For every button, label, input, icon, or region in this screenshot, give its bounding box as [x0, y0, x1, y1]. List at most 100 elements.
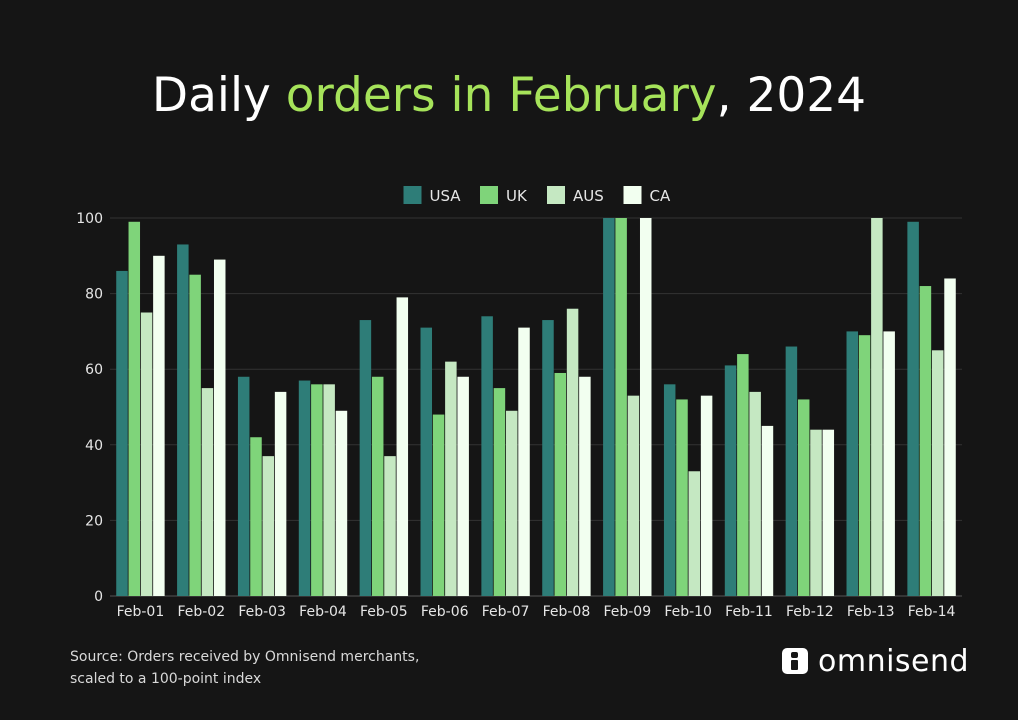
x-tick-label: Feb-13	[847, 604, 895, 620]
legend-swatch-ca	[623, 186, 642, 204]
x-tick-label: Feb-04	[299, 604, 347, 620]
bar-usa-feb-09	[603, 218, 615, 596]
bar-ca-feb-06	[457, 376, 469, 596]
bar-aus-feb-10	[688, 471, 701, 596]
bars	[116, 218, 956, 597]
bar-ca-feb-09	[639, 218, 652, 596]
bar-aus-feb-13	[871, 218, 883, 596]
y-tick-label: 40	[85, 438, 103, 454]
bar-uk-feb-04	[311, 384, 323, 596]
bar-aus-feb-01	[140, 312, 153, 596]
legend-label-aus: AUS	[573, 187, 604, 205]
x-tick-label: Feb-06	[421, 604, 469, 620]
bar-aus-feb-11	[749, 391, 761, 596]
bar-uk-feb-06	[432, 414, 445, 596]
bar-uk-feb-13	[858, 335, 871, 596]
bar-uk-feb-05	[371, 376, 384, 596]
title-part-1: Daily	[151, 68, 286, 123]
x-tick-label: Feb-14	[908, 604, 956, 620]
bar-uk-feb-01	[128, 221, 141, 596]
x-tick-label: Feb-03	[238, 604, 286, 620]
bar-usa-feb-14	[907, 221, 919, 596]
legend-swatch-aus	[547, 186, 565, 204]
bar-ca-feb-05	[396, 297, 409, 596]
gridlines	[110, 217, 962, 597]
bar-usa-feb-02	[177, 244, 189, 596]
x-tick-label: Feb-08	[543, 604, 591, 620]
bar-aus-feb-03	[262, 456, 275, 596]
source-note: Source: Orders received by Omnisend merc…	[70, 646, 419, 690]
x-tick-label: Feb-11	[725, 604, 773, 620]
logo-text: omnisend	[818, 643, 970, 679]
source-line-2: scaled to a 100-point index	[70, 671, 262, 687]
bar-aus-feb-05	[384, 456, 396, 596]
title-accent: orders in February	[285, 68, 717, 123]
bar-usa-feb-01	[116, 270, 128, 596]
legend-label-usa: USA	[430, 187, 462, 205]
bar-ca-feb-14	[944, 278, 956, 596]
y-tick-label: 0	[94, 589, 103, 605]
x-tick-label: Feb-01	[117, 604, 165, 620]
bar-usa-feb-08	[542, 320, 554, 596]
bar-ca-feb-11	[761, 425, 774, 596]
bar-ca-feb-01	[153, 255, 165, 597]
x-tick-label: Feb-05	[360, 604, 408, 620]
bar-aus-feb-07	[505, 410, 518, 596]
x-tick-label: Feb-09	[603, 604, 651, 620]
bar-aus-feb-06	[445, 361, 457, 596]
y-tick-label: 80	[85, 287, 103, 303]
x-axis-ticks: Feb-01 Feb-02 Feb-03 Feb-04 Feb-05 Feb-06 Feb-…	[117, 604, 956, 620]
bar-uk-feb-10	[676, 399, 688, 596]
legend-label-ca: CA	[650, 187, 671, 205]
bar-uk-feb-03	[250, 437, 262, 596]
y-tick-label: 20	[85, 513, 103, 529]
omnisend-logo-icon	[782, 648, 808, 674]
x-tick-label: Feb-07	[482, 604, 530, 620]
y-tick-label: 60	[85, 362, 103, 378]
x-tick-label: Feb-10	[664, 604, 712, 620]
bar-usa-feb-12	[785, 346, 798, 596]
bar-aus-feb-12	[810, 429, 822, 596]
x-tick-label: Feb-12	[786, 604, 834, 620]
bar-uk-feb-02	[189, 274, 201, 596]
bar-uk-feb-12	[797, 399, 810, 596]
bar-ca-feb-04	[335, 410, 348, 596]
bar-usa-feb-05	[359, 320, 372, 596]
bar-ca-feb-13	[883, 331, 895, 596]
omnisend-logo: omnisend	[782, 643, 969, 679]
bar-uk-feb-08	[554, 372, 567, 596]
legend-swatch-uk	[480, 186, 498, 204]
chart-title: Daily orders in February, 2024	[0, 66, 1018, 126]
bar-uk-feb-09	[615, 218, 627, 596]
bar-usa-feb-07	[481, 316, 493, 596]
bar-aus-feb-04	[323, 384, 335, 596]
bar-aus-feb-08	[566, 308, 579, 596]
bar-ca-feb-10	[700, 395, 713, 596]
x-tick-label: Feb-02	[177, 604, 225, 620]
source-line-1: Source: Orders received by Omnisend merc…	[70, 649, 420, 665]
bar-usa-feb-06	[420, 327, 433, 596]
legend: USA UK AUS CA	[403, 186, 671, 205]
bar-aus-feb-02	[201, 388, 214, 596]
bar-uk-feb-11	[737, 354, 749, 596]
bar-ca-feb-03	[274, 391, 287, 596]
bar-aus-feb-09	[627, 395, 640, 596]
bar-ca-feb-12	[822, 429, 835, 596]
bar-usa-feb-13	[846, 331, 859, 596]
bar-usa-feb-11	[724, 365, 737, 596]
bar-usa-feb-10	[663, 384, 676, 596]
bar-ca-feb-08	[579, 376, 591, 596]
legend-swatch-usa	[403, 186, 422, 204]
y-axis-ticks: 0 20 40 60 80 100	[76, 211, 103, 605]
bar-aus-feb-14	[931, 350, 944, 596]
title-part-2: , 2024	[716, 68, 867, 123]
bar-uk-feb-07	[493, 388, 506, 596]
bar-usa-feb-04	[298, 380, 311, 596]
bar-uk-feb-14	[919, 286, 932, 596]
legend-label-uk: UK	[506, 187, 528, 205]
bar-ca-feb-07	[518, 327, 530, 596]
bar-usa-feb-03	[237, 376, 250, 596]
bar-ca-feb-02	[213, 259, 226, 596]
y-tick-label: 100	[76, 211, 103, 227]
